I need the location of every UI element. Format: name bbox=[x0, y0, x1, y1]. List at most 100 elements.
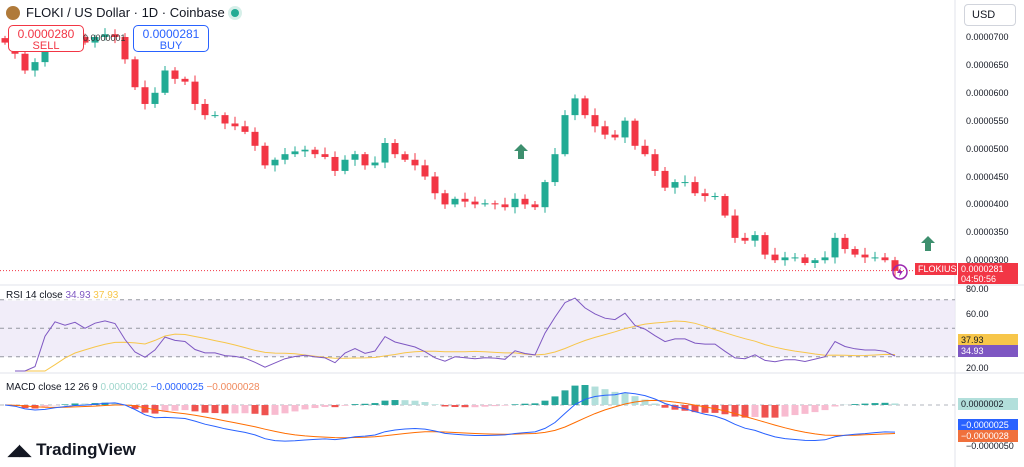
rsi-line bbox=[15, 297, 896, 372]
macd-hist-tag: 0.0000002 bbox=[958, 398, 1018, 410]
price-axis-label: 0.0000650 bbox=[966, 59, 1009, 70]
rsi-value: 34.93 bbox=[65, 290, 91, 301]
candle bbox=[731, 215, 739, 238]
candle bbox=[101, 34, 109, 37]
candle bbox=[121, 37, 129, 60]
macd-signal-line bbox=[4, 399, 896, 439]
macd-histogram-bar bbox=[231, 405, 239, 414]
macd-histogram-bar bbox=[551, 396, 559, 405]
macd-histogram-bar bbox=[571, 385, 579, 405]
macd-histogram-bar bbox=[511, 404, 519, 405]
floki-logo-icon bbox=[6, 5, 20, 20]
macd-histogram-bar bbox=[591, 386, 599, 405]
candle bbox=[321, 154, 329, 157]
macd-histogram-bar bbox=[531, 403, 539, 405]
symbol-title[interactable]: FLOKI / US Dollar · 1D · Coinbase bbox=[26, 5, 225, 20]
macd-histogram-bar bbox=[401, 400, 409, 405]
symbol-tag: FLOKIUSD bbox=[915, 263, 963, 275]
candle bbox=[181, 78, 189, 82]
macd-histogram-bar bbox=[61, 404, 69, 405]
macd-histogram-bar bbox=[451, 405, 459, 407]
rsi-ma-line bbox=[15, 320, 896, 372]
macd-histogram-bar bbox=[221, 405, 229, 414]
candle bbox=[511, 198, 519, 208]
price-axis-label: 0.0000300 bbox=[966, 255, 1009, 266]
candle bbox=[821, 257, 829, 261]
macd-histogram-bar bbox=[341, 405, 349, 406]
candle bbox=[91, 37, 99, 43]
candle bbox=[631, 120, 639, 146]
macd-histogram-bar bbox=[161, 405, 169, 412]
macd-histogram-bar bbox=[81, 403, 89, 405]
candle bbox=[131, 59, 139, 88]
candle bbox=[541, 182, 549, 208]
macd-histogram-bar bbox=[111, 402, 119, 405]
up-arrow-icon bbox=[514, 144, 528, 159]
macd-histogram-bar bbox=[351, 404, 359, 405]
candle bbox=[221, 115, 229, 124]
macd-histogram-bar bbox=[281, 405, 289, 414]
candle bbox=[361, 154, 369, 166]
price-axis-label: 0.0000700 bbox=[966, 32, 1009, 42]
candle bbox=[451, 198, 459, 205]
macd-histogram-bar bbox=[331, 405, 339, 408]
macd-histogram-bar bbox=[801, 405, 809, 414]
price-axis-label: 0.0000400 bbox=[966, 199, 1009, 210]
macd-histogram-bar bbox=[881, 402, 889, 405]
macd-histogram-bar bbox=[241, 405, 249, 414]
spread: 0.0000001 bbox=[83, 33, 126, 43]
macd-histogram-bar bbox=[851, 404, 859, 405]
macd-legend[interactable]: MACD close 12 26 9 0.0000002 −0.0000025 … bbox=[6, 382, 260, 393]
candle bbox=[691, 182, 699, 194]
market-open-icon bbox=[230, 8, 239, 17]
macd-histogram-bar bbox=[371, 403, 379, 405]
macd-histogram-bar bbox=[641, 399, 649, 405]
macd-histogram-bar bbox=[821, 405, 829, 411]
candle bbox=[411, 159, 419, 166]
macd-histogram-bar bbox=[311, 405, 319, 409]
candle bbox=[701, 193, 709, 197]
rsi-axis-80: 80.00 bbox=[966, 284, 989, 294]
tradingview-logo[interactable]: ◢◣ TradingView bbox=[8, 440, 136, 460]
macd-signal-value: −0.0000028 bbox=[206, 382, 260, 393]
candle bbox=[761, 235, 769, 255]
sell-button[interactable]: 0.0000280 SELL bbox=[8, 25, 84, 52]
macd-histogram-bar bbox=[651, 403, 659, 405]
macd-histogram-bar bbox=[201, 405, 209, 413]
candle bbox=[111, 34, 119, 37]
macd-histogram-bar bbox=[701, 405, 709, 413]
buy-button[interactable]: 0.0000281 BUY bbox=[133, 25, 209, 52]
candle bbox=[231, 123, 239, 127]
candle bbox=[791, 257, 799, 259]
macd-histogram-bar bbox=[131, 405, 139, 409]
macd-histogram-bar bbox=[661, 405, 669, 408]
lightning-icon bbox=[897, 267, 903, 277]
candle bbox=[271, 159, 279, 166]
rsi-legend[interactable]: RSI 14 close 34.93 37.93 bbox=[6, 290, 119, 301]
candle bbox=[81, 37, 89, 43]
price-axis-label: 0.0000550 bbox=[966, 115, 1009, 126]
currency-select[interactable]: USD bbox=[964, 4, 1016, 26]
candle bbox=[341, 159, 349, 171]
candle bbox=[881, 257, 889, 261]
price-axis-label: 0.0000500 bbox=[966, 143, 1009, 154]
macd-line bbox=[4, 392, 896, 442]
price-axis-label: 0.0000600 bbox=[966, 87, 1009, 98]
candle bbox=[481, 203, 489, 205]
candle bbox=[711, 196, 719, 198]
candle bbox=[531, 204, 539, 208]
macd-histogram-bar bbox=[141, 405, 149, 413]
candle bbox=[311, 149, 319, 155]
rsi-ma-tag: 37.93 bbox=[958, 334, 1018, 346]
candle bbox=[561, 115, 569, 155]
macd-histogram-bar bbox=[471, 405, 479, 408]
bar-countdown: 04:50:56 bbox=[961, 274, 997, 284]
macd-histogram-bar bbox=[381, 400, 389, 405]
sell-label: SELL bbox=[32, 40, 60, 52]
macd-histogram-bar bbox=[501, 405, 509, 406]
candle bbox=[261, 145, 269, 166]
candle bbox=[871, 257, 879, 259]
macd-histogram-bar bbox=[771, 405, 779, 418]
macd-histogram-bar bbox=[721, 405, 729, 415]
